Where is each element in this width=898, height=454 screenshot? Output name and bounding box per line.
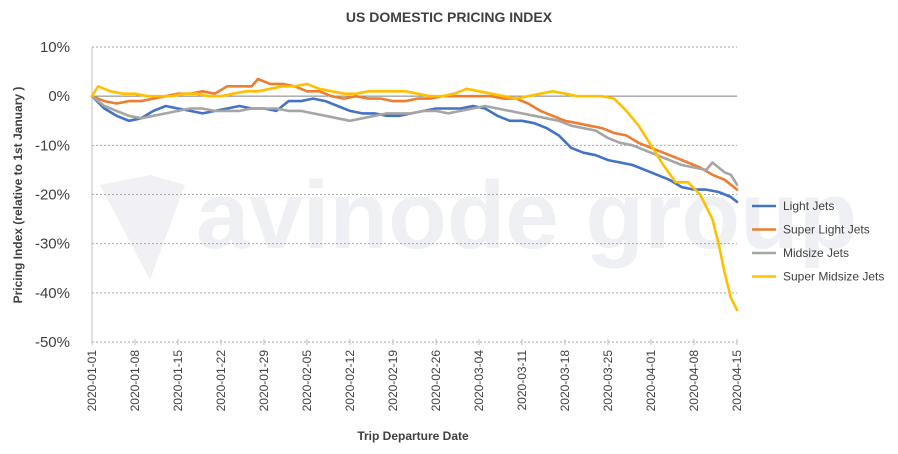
x-tick-label: 2020-01-29	[257, 350, 271, 412]
y-axis-title: Pricing Index (relative to 1st January )	[11, 87, 25, 304]
y-tick-label: -10%	[35, 137, 70, 154]
y-tick-label: 0%	[48, 88, 70, 105]
x-tick-label: 2020-01-22	[214, 350, 228, 412]
series-lines	[90, 77, 739, 312]
x-axis-ticks: 2020-01-01 2020-01-08 2020-01-15 2020-01-22…	[85, 339, 744, 411]
x-tick-label: 2020-03-11	[515, 350, 529, 411]
series-line-midsize-jets	[90, 94, 739, 186]
x-tick-label: 2020-01-15	[171, 350, 185, 412]
y-tick-label: -30%	[35, 236, 70, 253]
x-tick-label: 2020-02-26	[429, 350, 443, 412]
x-tick-label: 2020-02-19	[386, 350, 400, 412]
x-tick-label: 2020-04-01	[644, 350, 658, 412]
legend-label: Light Jets	[783, 199, 834, 213]
chart-title: US DOMESTIC PRICING INDEX	[346, 9, 553, 25]
x-tick-label: 2020-04-15	[730, 350, 744, 412]
x-tick-label: 2020-03-18	[558, 350, 572, 412]
y-tick-label: -40%	[35, 285, 70, 302]
legend-label: Super Midsize Jets	[783, 270, 884, 284]
y-tick-label: -20%	[35, 187, 70, 204]
x-tick-label: 2020-03-04	[472, 350, 486, 412]
legend-label: Super Light Jets	[783, 223, 870, 237]
legend: Light Jets Super Light Jets Midsize Jets Su…	[752, 199, 884, 284]
y-axis-ticks: 10% 0% -10% -20% -30% -40% -50%	[35, 39, 70, 351]
x-tick-label: 2020-02-05	[300, 350, 314, 412]
series-line-super-light-jets	[90, 77, 739, 191]
y-tick-label: 10%	[40, 39, 70, 56]
x-tick-label: 2020-03-25	[601, 350, 615, 412]
x-axis-title: Trip Departure Date	[357, 429, 469, 443]
x-tick-label: 2020-01-08	[128, 350, 142, 412]
watermark-text: avinode group	[196, 162, 857, 269]
y-tick-label: -50%	[35, 334, 70, 351]
legend-label: Midsize Jets	[783, 246, 849, 260]
watermark-logo-shape	[100, 175, 185, 280]
x-tick-label: 2020-02-12	[343, 350, 357, 412]
watermark: avinode group	[100, 162, 857, 280]
x-tick-label: 2020-01-01	[85, 350, 99, 412]
series-line-super-midsize-jets	[90, 82, 739, 312]
x-tick-label: 2020-04-08	[687, 350, 701, 412]
